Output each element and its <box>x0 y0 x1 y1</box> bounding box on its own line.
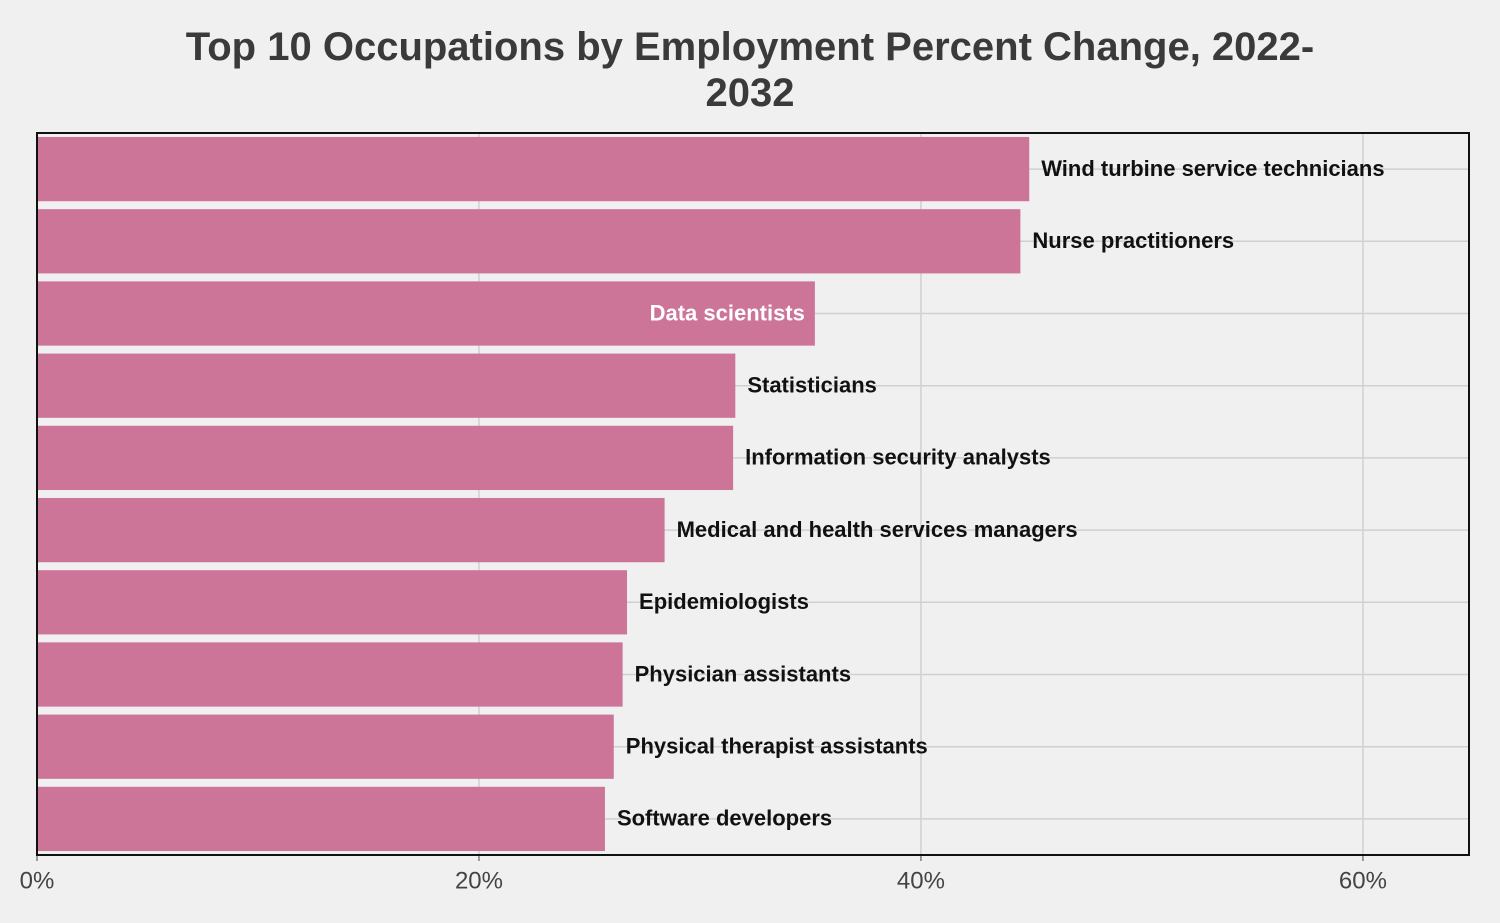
bar <box>37 281 815 346</box>
x-tick-label: 60% <box>1339 867 1387 894</box>
bar-label: Physical therapist assistants <box>626 734 928 759</box>
bar <box>37 497 665 563</box>
bar-label: Data scientists <box>650 300 805 325</box>
bar-label: Information security analysts <box>745 445 1051 470</box>
chart-title: Top 10 Occupations by Employment Percent… <box>185 25 1315 115</box>
bar-label: Software developers <box>617 806 832 831</box>
x-tick-label: 40% <box>897 867 945 894</box>
bar-label: Statisticians <box>747 373 877 398</box>
bar-label: Wind turbine service technicians <box>1041 156 1384 181</box>
x-tick-label: 0% <box>20 867 55 894</box>
bar <box>37 425 734 491</box>
bar <box>37 353 736 418</box>
bar <box>37 714 614 779</box>
bar <box>37 786 605 852</box>
bar-label: Epidemiologists <box>639 589 809 614</box>
bar-label: Medical and health services managers <box>677 517 1078 542</box>
bar <box>37 136 1030 202</box>
bar <box>37 570 628 635</box>
bar <box>37 642 623 707</box>
bar <box>37 209 1021 274</box>
bar-label: Nurse practitioners <box>1032 228 1234 253</box>
plot-frame <box>36 132 1470 856</box>
x-tick-label: 20% <box>455 867 503 894</box>
bar-label: Physician assistants <box>635 661 851 686</box>
